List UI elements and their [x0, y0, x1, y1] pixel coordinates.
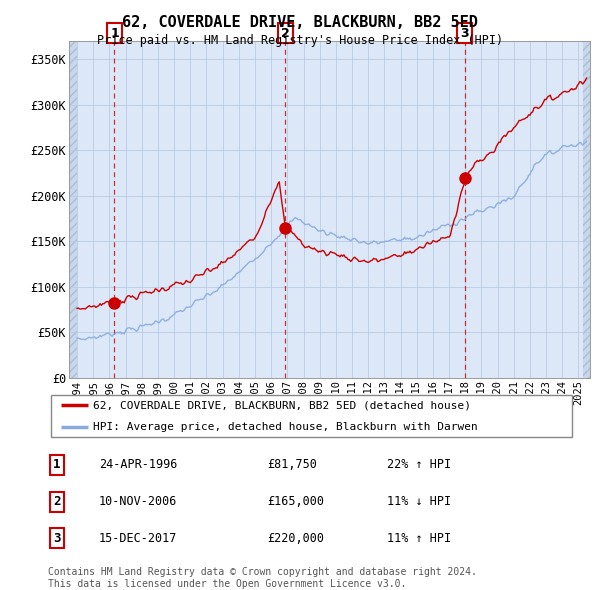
Bar	[583, 41, 590, 378]
Text: 24-APR-1996: 24-APR-1996	[99, 458, 178, 471]
Text: 10-NOV-2006: 10-NOV-2006	[99, 495, 178, 508]
Bar	[583, 41, 590, 378]
Text: Contains HM Land Registry data © Crown copyright and database right 2024.
This d: Contains HM Land Registry data © Crown c…	[48, 567, 477, 589]
Text: Price paid vs. HM Land Registry's House Price Index (HPI): Price paid vs. HM Land Registry's House …	[97, 34, 503, 47]
Text: £220,000: £220,000	[267, 532, 324, 545]
Text: £165,000: £165,000	[267, 495, 324, 508]
Text: 15-DEC-2017: 15-DEC-2017	[99, 532, 178, 545]
Bar	[69, 41, 77, 378]
FancyBboxPatch shape	[50, 395, 572, 437]
Text: 3: 3	[53, 532, 61, 545]
Text: HPI: Average price, detached house, Blackburn with Darwen: HPI: Average price, detached house, Blac…	[93, 422, 478, 432]
Text: 2: 2	[281, 27, 289, 40]
Text: 1: 1	[53, 458, 61, 471]
Bar	[69, 41, 77, 378]
Text: 62, COVERDALE DRIVE, BLACKBURN, BB2 5ED: 62, COVERDALE DRIVE, BLACKBURN, BB2 5ED	[122, 15, 478, 30]
Text: 62, COVERDALE DRIVE, BLACKBURN, BB2 5ED (detached house): 62, COVERDALE DRIVE, BLACKBURN, BB2 5ED …	[93, 400, 471, 410]
Text: 11% ↑ HPI: 11% ↑ HPI	[387, 532, 451, 545]
Text: 2: 2	[53, 495, 61, 508]
Text: 11% ↓ HPI: 11% ↓ HPI	[387, 495, 451, 508]
Text: 22% ↑ HPI: 22% ↑ HPI	[387, 458, 451, 471]
Text: 3: 3	[460, 27, 469, 40]
Text: £81,750: £81,750	[267, 458, 317, 471]
Text: 1: 1	[110, 27, 119, 40]
